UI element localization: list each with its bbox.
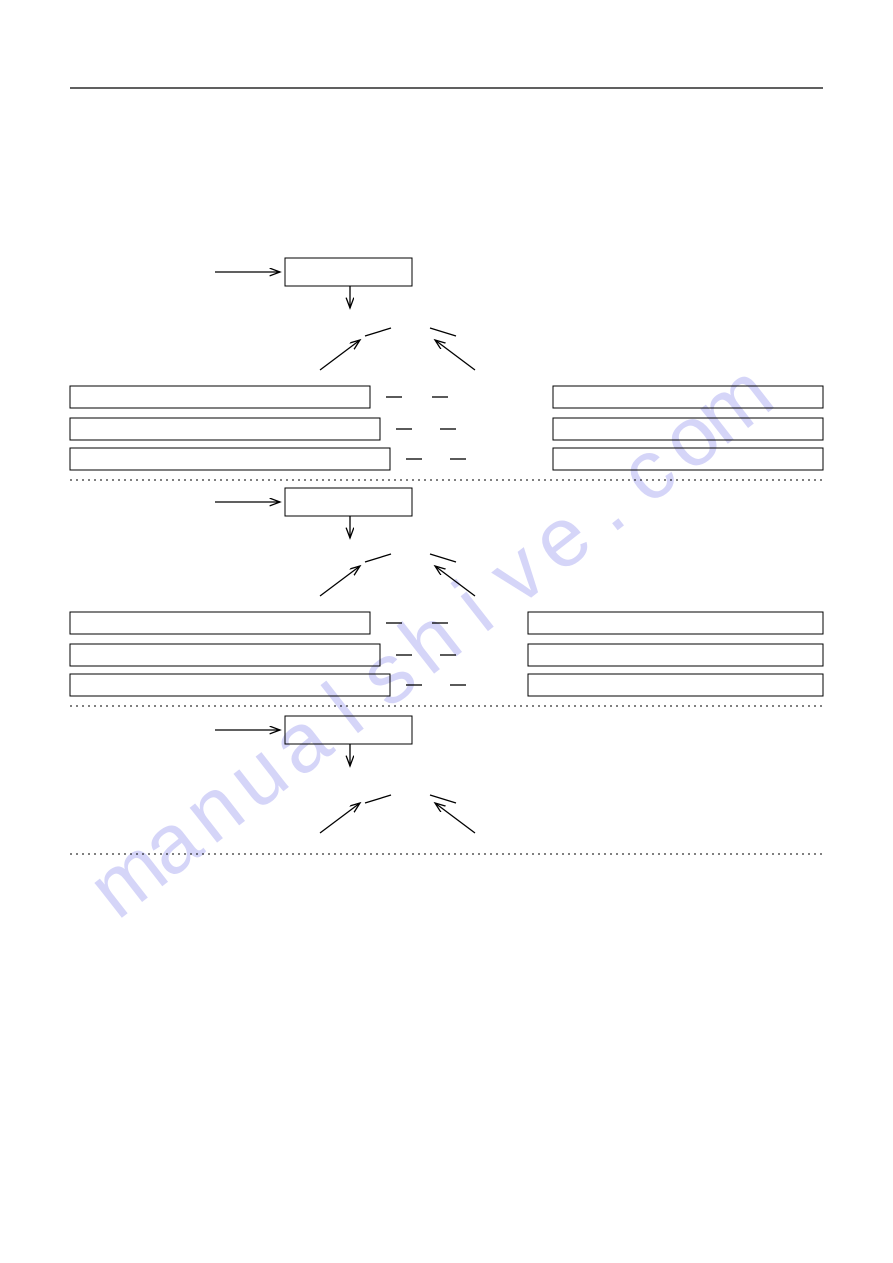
diagram-svg — [0, 0, 893, 1263]
